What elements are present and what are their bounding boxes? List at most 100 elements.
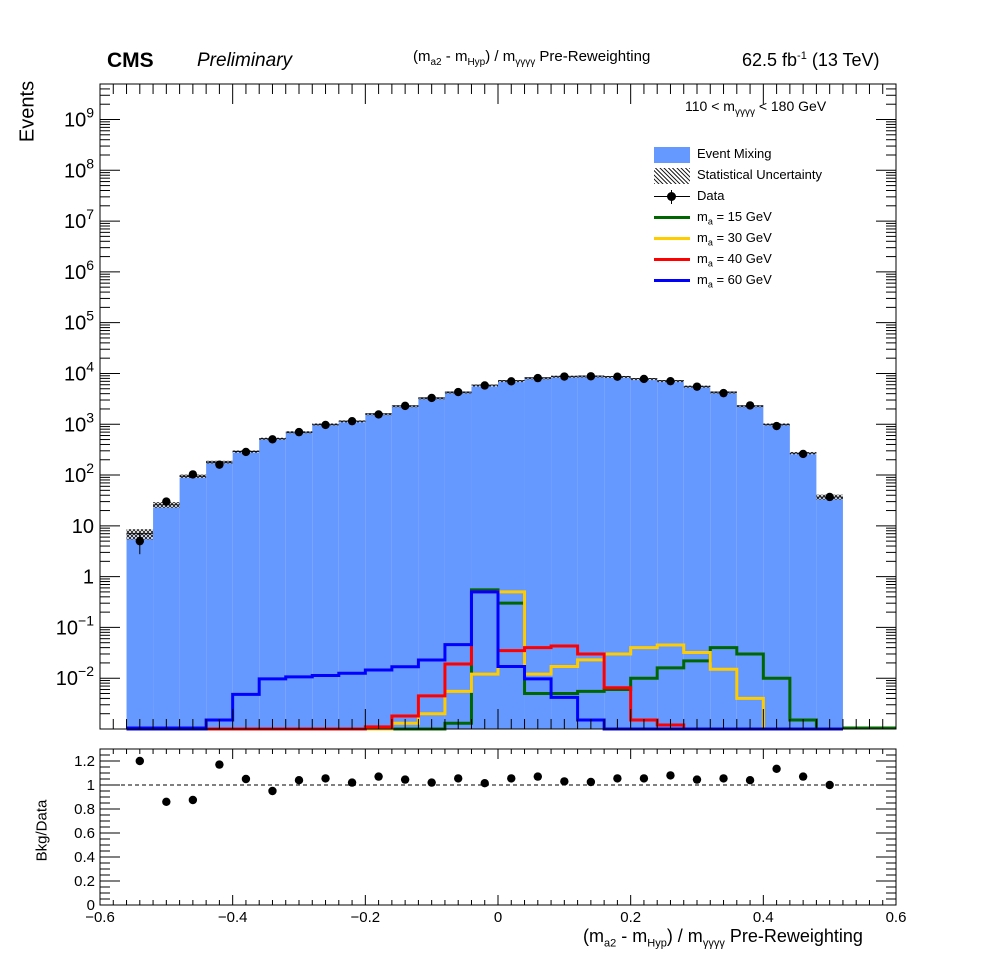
- upper-y-tick-label: 107: [64, 206, 94, 233]
- upper-y-tick-label: 106: [64, 257, 94, 284]
- legend-label-text: Data: [697, 188, 725, 203]
- ratio-point: [692, 775, 702, 784]
- legend-swatch: [654, 190, 690, 204]
- x-title-part: ) / m: [666, 926, 703, 946]
- event-mixing-bar: [312, 424, 339, 729]
- event-mixing-bar: [418, 397, 445, 729]
- data-point: [507, 377, 516, 386]
- event-mixing-bar: [789, 453, 817, 729]
- selection-post: < 180 GeV: [754, 98, 827, 114]
- legend-label: ma = 15 GeV: [697, 209, 772, 227]
- legend-label-rest: = 15 GeV: [712, 209, 772, 224]
- data-point: [825, 492, 834, 502]
- event-mixing-bar: [763, 424, 790, 729]
- title-sub: γγγγ: [515, 57, 536, 68]
- ratio-point: [135, 756, 144, 766]
- ratio-x-tick-label: 0.2: [620, 909, 641, 926]
- legend-label-text: Statistical Uncertainty: [697, 167, 822, 182]
- upper-y-tick-label: 109: [64, 105, 94, 132]
- data-point: [374, 410, 383, 419]
- legend-label-text: m: [697, 251, 708, 266]
- legend-label-text: m: [697, 272, 708, 287]
- x-title-sub: a2: [604, 937, 617, 950]
- legend-swatch: [654, 258, 690, 261]
- ratio-point: [347, 778, 357, 787]
- cms-label: CMS: [107, 49, 154, 72]
- upper-y-tick-label: 10: [72, 516, 94, 538]
- selection-sub: γγγγ: [734, 106, 755, 118]
- upper-y-tick-label: 104: [64, 358, 94, 385]
- ratio-y-tick-label: 0: [87, 897, 95, 914]
- data-point: [427, 393, 436, 403]
- x-title-sub: Hyp: [647, 937, 667, 950]
- ratio-point: [745, 776, 755, 785]
- legend-label: ma = 60 GeV: [697, 272, 772, 290]
- event-mixing-bar: [524, 377, 552, 729]
- legend-label-sub: a: [707, 237, 713, 248]
- ratio-x-tick-label: −0.6: [85, 909, 115, 926]
- legend-label-rest: = 60 GeV: [712, 272, 772, 287]
- legend-swatch: [654, 216, 690, 219]
- upper-y-tick-label: 1: [83, 567, 94, 589]
- lumi-exp: -1: [797, 50, 807, 62]
- event-mixing-bar: [657, 380, 684, 729]
- ratio-point: [825, 780, 834, 790]
- upper-y-tick-label: 10−2: [56, 663, 94, 690]
- preliminary-label: Preliminary: [197, 50, 293, 71]
- ratio-point: [719, 774, 728, 783]
- ratio-point: [613, 774, 622, 783]
- ratio-point: [798, 772, 808, 781]
- data-point: [454, 387, 463, 397]
- legend-item: ma = 40 GeV: [652, 249, 862, 270]
- title-sub: a2: [430, 57, 442, 68]
- x-title-sub: γγγγ: [702, 937, 725, 950]
- x-axis-title: (ma2 - mHyp) / mγγγγ Pre-Reweighting: [583, 926, 863, 950]
- title-part: (m: [413, 48, 431, 65]
- data-point: [719, 388, 728, 398]
- event-mixing-bar: [498, 380, 525, 729]
- data-point: [321, 420, 330, 430]
- ratio-point: [427, 778, 436, 787]
- ratio-y-tick-label: 1: [87, 777, 95, 794]
- ratio-y-tick-label: 0.4: [74, 849, 95, 866]
- legend-item: Data: [652, 186, 862, 207]
- upper-y-tick-label: 105: [64, 308, 94, 335]
- event-mixing-bar: [683, 386, 711, 729]
- event-mixing-bar: [391, 405, 419, 729]
- data-point: [639, 374, 649, 384]
- ratio-point: [188, 795, 198, 805]
- ratio-point: [294, 776, 304, 785]
- ratio-x-tick-label: 0.4: [753, 909, 774, 926]
- legend-label: ma = 40 GeV: [697, 251, 772, 269]
- event-mixing-bar: [444, 392, 472, 729]
- data-point: [347, 416, 357, 426]
- event-mixing-bar: [153, 504, 180, 729]
- data-point: [215, 460, 224, 469]
- ratio-point: [321, 774, 330, 783]
- x-title-part: - m: [616, 926, 648, 946]
- ratio-y-tick-label: 0.2: [74, 873, 95, 890]
- event-mixing-bar: [126, 533, 154, 729]
- event-mixing-bar: [471, 385, 498, 729]
- data-point: [613, 372, 622, 381]
- event-mixing-bar: [232, 451, 260, 729]
- x-title-part: (m: [583, 926, 604, 946]
- legend-label-sub: a: [707, 216, 713, 227]
- title-part: - m: [441, 48, 468, 65]
- legend-label-sub: a: [707, 258, 713, 269]
- ratio-y-tick-label: 0.6: [74, 825, 95, 842]
- ratio-y-tick-label: 0.8: [74, 801, 95, 818]
- data-point: [480, 381, 489, 390]
- lumi-energy: (13 TeV): [806, 50, 880, 70]
- legend-label: ma = 30 GeV: [697, 230, 772, 248]
- legend-swatch: [654, 279, 690, 282]
- event-mixing-bar: [816, 496, 843, 729]
- event-mixing-bar: [710, 392, 737, 729]
- event-mixing-bar: [551, 376, 578, 729]
- ratio-point: [374, 772, 383, 781]
- data-point: [188, 470, 198, 479]
- legend-label: Event Mixing: [697, 146, 771, 161]
- legend-item: ma = 15 GeV: [652, 207, 862, 228]
- event-mixing-bar: [179, 476, 207, 729]
